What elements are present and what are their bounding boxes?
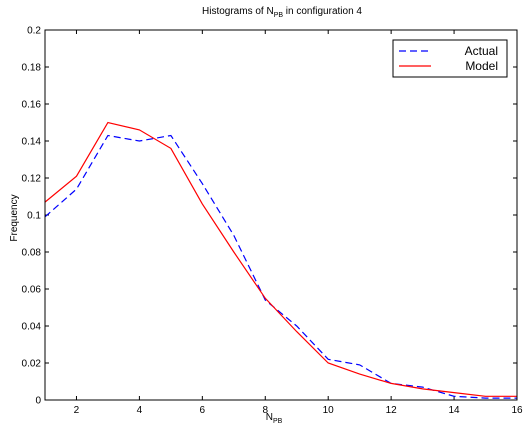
series-line-actual bbox=[44, 134, 517, 399]
legend-label-model: Model bbox=[465, 59, 498, 73]
x-tick-label: 12 bbox=[386, 405, 398, 416]
x-tick-label: 14 bbox=[449, 405, 461, 416]
y-tick-label: 0.04 bbox=[22, 322, 42, 333]
x-axis-label: NPB bbox=[266, 412, 283, 425]
y-tick-label: 0 bbox=[35, 396, 41, 407]
y-tick-label: 0.16 bbox=[22, 100, 42, 111]
y-tick-label: 0.2 bbox=[27, 26, 41, 37]
y-tick-label: 0.06 bbox=[22, 285, 42, 296]
x-tick-label: 8 bbox=[262, 405, 268, 416]
x-tick-label: 4 bbox=[137, 405, 143, 416]
y-axis: 0 0.02 0.04 0.06 0.08 0.1 0.12 0.14 0.16 0.18 0.2 bbox=[22, 26, 517, 407]
x-tick-label: 6 bbox=[200, 405, 206, 416]
plot-frame bbox=[44, 29, 518, 401]
y-tick-label: 0.02 bbox=[22, 359, 42, 370]
x-tick-label: 16 bbox=[511, 405, 523, 416]
series-line-model bbox=[44, 121, 517, 397]
y-tick-label: 0.1 bbox=[27, 211, 41, 222]
legend-label-actual: Actual bbox=[465, 44, 498, 58]
series-layer bbox=[44, 121, 517, 399]
legend: Actual Model bbox=[392, 39, 508, 78]
y-tick-label: 0.08 bbox=[22, 248, 42, 259]
legend-box bbox=[392, 39, 508, 78]
y-axis-label: Frequency bbox=[9, 194, 20, 241]
x-tick-label: 10 bbox=[323, 405, 335, 416]
y-tick-label: 0.12 bbox=[22, 174, 42, 185]
chart-title: Histograms of NPB in configuration 4 bbox=[202, 6, 362, 19]
x-tick-label: 2 bbox=[74, 405, 80, 416]
y-tick-label: 0.18 bbox=[22, 63, 42, 74]
y-tick-label: 0.14 bbox=[22, 137, 42, 148]
